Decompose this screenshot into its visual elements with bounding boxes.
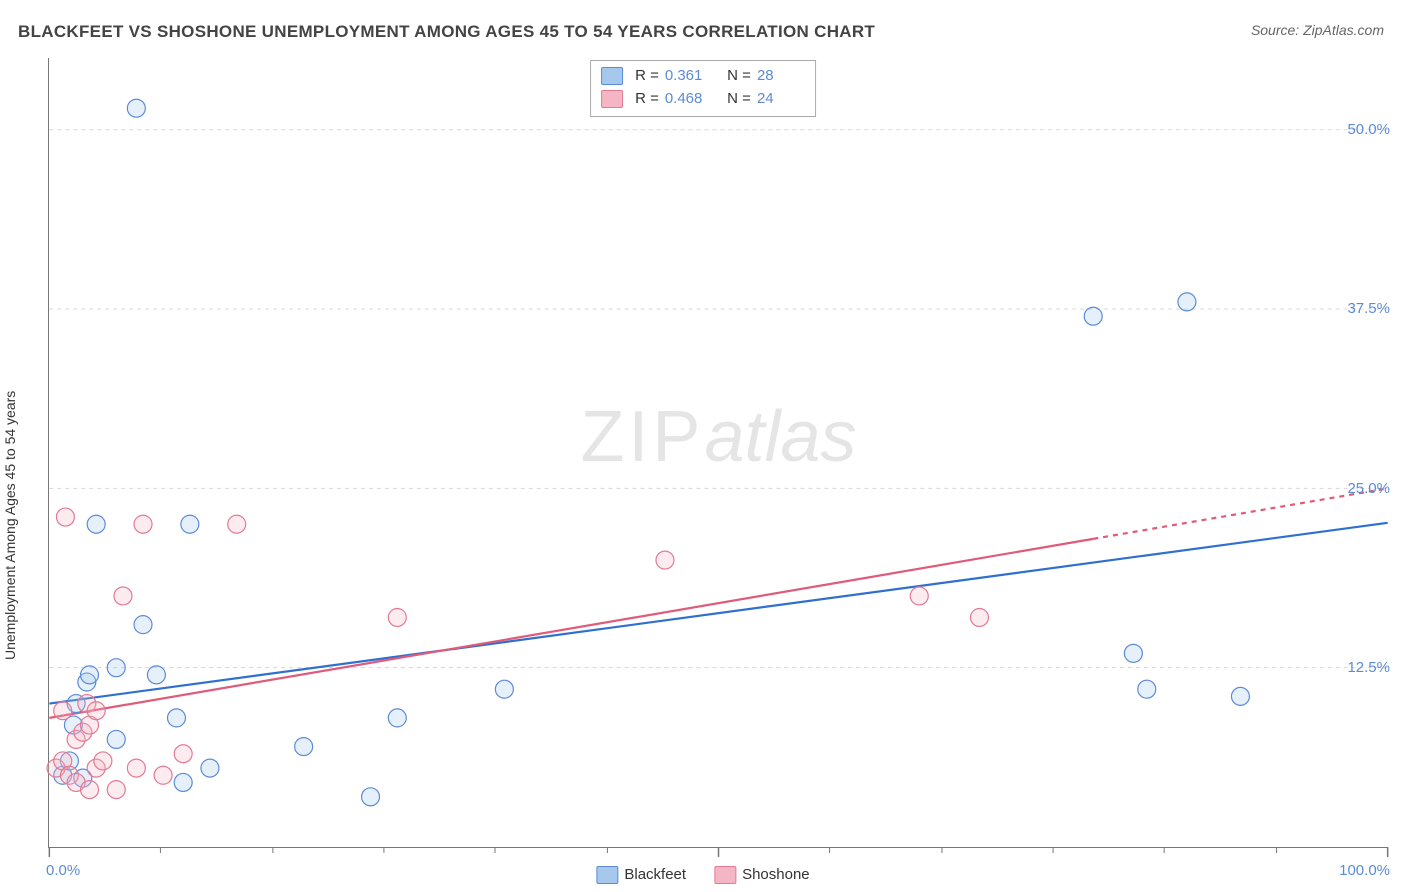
n-value: 24 (757, 88, 805, 111)
legend-label: Shoshone (742, 866, 810, 883)
correlation-legend: R = 0.361 N = 28R = 0.468 N = 24 (590, 60, 816, 117)
corr-legend-row: R = 0.361 N = 28 (601, 65, 805, 88)
series-legend: Blackfeet Shoshone (596, 866, 809, 884)
y-tick-label: 12.5% (1347, 659, 1390, 676)
plot-svg (49, 58, 1388, 847)
n-value: 28 (757, 65, 805, 88)
legend-item: Shoshone (714, 866, 810, 884)
n-label: N = (719, 88, 751, 111)
r-label: R = (635, 88, 659, 111)
legend-swatch (601, 90, 623, 108)
plot-area: ZIPatlas (48, 58, 1388, 848)
y-tick-label: 37.5% (1347, 300, 1390, 317)
legend-label: Blackfeet (624, 866, 686, 883)
legend-swatch (714, 866, 736, 884)
r-value: 0.468 (665, 88, 713, 111)
r-value: 0.361 (665, 65, 713, 88)
legend-item: Blackfeet (596, 866, 686, 884)
x-tick-label: 100.0% (1339, 862, 1390, 879)
chart-title: BLACKFEET VS SHOSHONE UNEMPLOYMENT AMONG… (18, 22, 875, 42)
x-tick-label: 0.0% (46, 862, 80, 879)
legend-swatch (596, 866, 618, 884)
y-axis-label: Unemployment Among Ages 45 to 54 years (2, 391, 18, 660)
corr-legend-row: R = 0.468 N = 24 (601, 88, 805, 111)
legend-swatch (601, 67, 623, 85)
n-label: N = (719, 65, 751, 88)
y-tick-label: 25.0% (1347, 480, 1390, 497)
r-label: R = (635, 65, 659, 88)
y-tick-label: 50.0% (1347, 121, 1390, 138)
source-attribution: Source: ZipAtlas.com (1251, 22, 1384, 38)
